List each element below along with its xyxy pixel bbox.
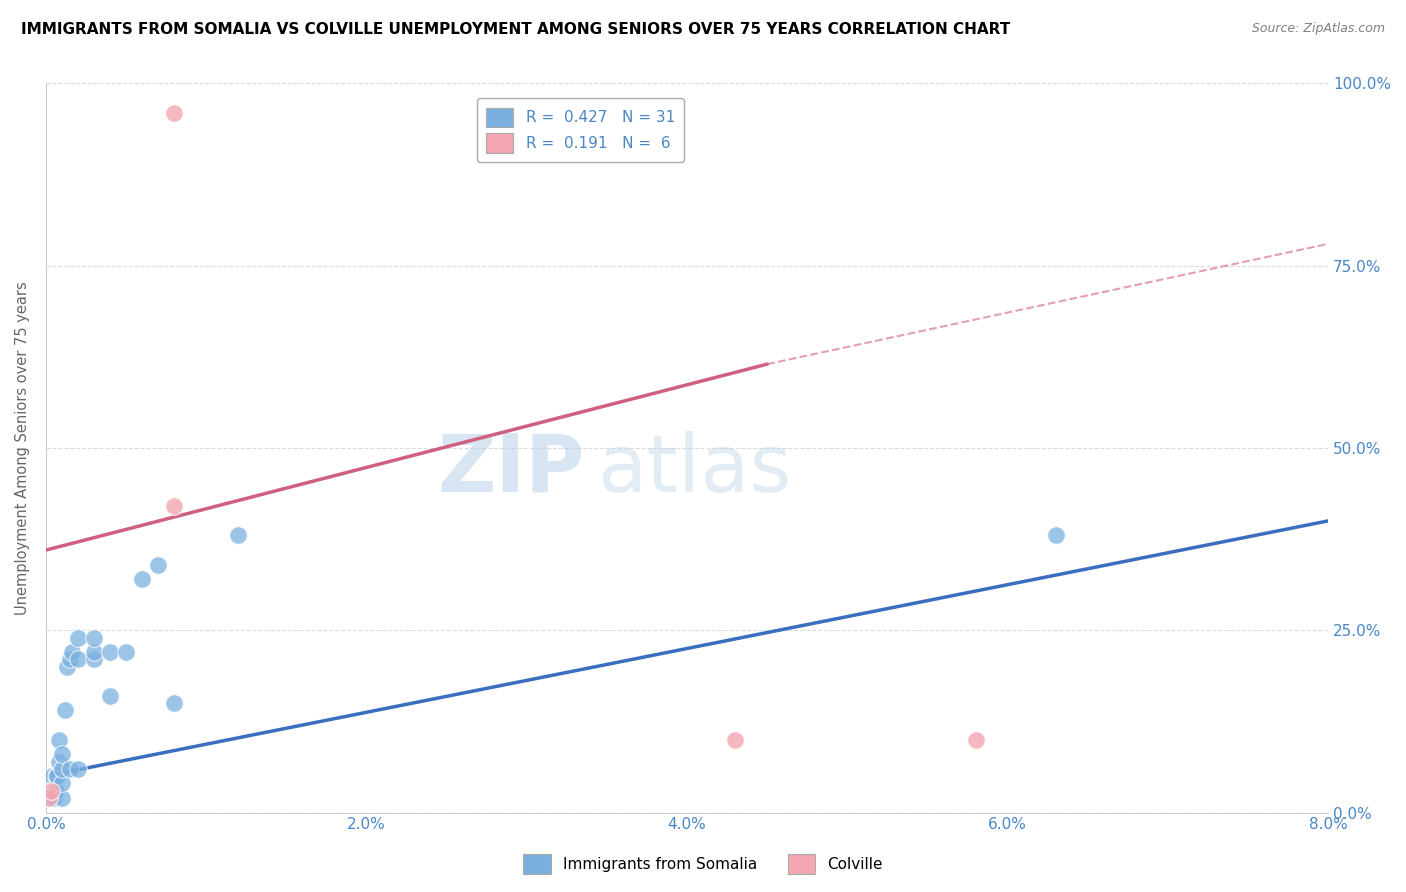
Point [83, 631, 105, 645]
Y-axis label: Unemployment Among Seniors over 75 years: Unemployment Among Seniors over 75 years [15, 281, 30, 615]
Point [115, 645, 138, 659]
Point [39, 783, 62, 797]
Point [60, 645, 83, 659]
Point [724, 732, 747, 747]
Point [163, 105, 186, 120]
Legend: Immigrants from Somalia, Colville: Immigrants from Somalia, Colville [517, 848, 889, 880]
Point [51, 791, 73, 805]
Point [226, 528, 249, 542]
Point [59, 652, 82, 666]
Point [98, 645, 121, 659]
Point [163, 696, 186, 710]
Point [1045, 528, 1067, 542]
Point [59, 762, 82, 776]
Point [53, 703, 76, 717]
Point [56, 659, 79, 673]
Point [51, 747, 73, 762]
Point [41, 769, 63, 783]
Point [66, 652, 89, 666]
Point [45, 769, 67, 783]
Point [45, 783, 67, 797]
Point [48, 732, 70, 747]
Point [146, 558, 169, 572]
Point [66, 762, 89, 776]
Point [131, 572, 153, 586]
Text: Source: ZipAtlas.com: Source: ZipAtlas.com [1251, 22, 1385, 36]
Legend: R =  0.427   N = 31, R =  0.191   N =  6: R = 0.427 N = 31, R = 0.191 N = 6 [477, 98, 685, 162]
Point [51, 762, 73, 776]
Point [98, 689, 121, 703]
Point [163, 500, 186, 514]
Point [42, 791, 65, 805]
Text: atlas: atlas [598, 431, 792, 508]
Point [48, 755, 70, 769]
Text: ZIP: ZIP [437, 431, 585, 508]
Point [66, 631, 89, 645]
Point [38, 791, 60, 805]
Text: IMMIGRANTS FROM SOMALIA VS COLVILLE UNEMPLOYMENT AMONG SENIORS OVER 75 YEARS COR: IMMIGRANTS FROM SOMALIA VS COLVILLE UNEM… [21, 22, 1011, 37]
Point [83, 645, 105, 659]
Point [83, 652, 105, 666]
Point [38, 791, 60, 805]
Point [965, 732, 987, 747]
Point [51, 776, 73, 790]
Point [46, 769, 69, 783]
